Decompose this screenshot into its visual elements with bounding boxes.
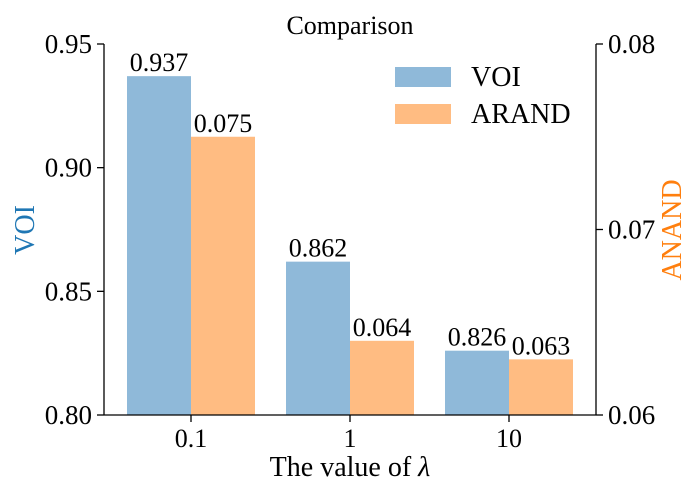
y-axis-right-label: ANAND [657,179,688,280]
bar-arand-1 [350,340,414,415]
right-tick-label: 0.08 [608,29,655,59]
left-y-ticks: 0.80 0.85 0.90 0.95 [45,29,104,430]
legend-swatch-arand [395,104,451,124]
x-ticks: 0.1 1 10 [175,415,522,453]
right-tick-label: 0.06 [608,400,655,430]
legend-label-arand: ARAND [471,99,571,130]
legend: VOI ARAND [395,62,571,130]
left-tick-label: 0.85 [45,276,92,306]
x-tick-label: 0.1 [175,424,208,453]
x-tick-label: 10 [496,424,522,453]
bar-arand-0.1 [191,136,255,415]
data-label-arand-0.1: 0.075 [194,109,253,138]
left-tick-label: 0.90 [45,153,92,183]
bar-voi-0.1 [127,76,191,416]
data-label-arand-10: 0.063 [512,331,571,360]
data-label-voi-1: 0.862 [289,234,348,263]
x-axis-label: The value of λ [270,452,431,483]
bars-layer [127,76,573,416]
data-label-voi-0.1: 0.937 [130,48,189,77]
left-tick-label: 0.80 [45,400,92,430]
y-axis-left-label: VOI [10,205,41,255]
legend-label-voi: VOI [471,62,521,93]
right-tick-label: 0.07 [608,215,655,245]
lambda-symbol: λ [417,452,430,483]
legend-swatch-voi [395,67,451,87]
right-y-ticks: 0.06 0.07 0.08 [596,29,655,430]
data-label-voi-10: 0.826 [448,323,507,352]
bar-voi-10 [445,350,509,415]
data-labels-layer: 0.937 0.862 0.826 0.075 0.064 0.063 [130,48,571,360]
bar-voi-1 [286,261,350,415]
bar-arand-10 [509,359,573,415]
data-label-arand-1: 0.064 [353,313,412,342]
x-tick-label: 1 [344,424,357,453]
left-tick-label: 0.95 [45,29,92,59]
x-axis-label-prefix: The value of [270,452,419,483]
chart-title: Comparison [286,11,413,40]
